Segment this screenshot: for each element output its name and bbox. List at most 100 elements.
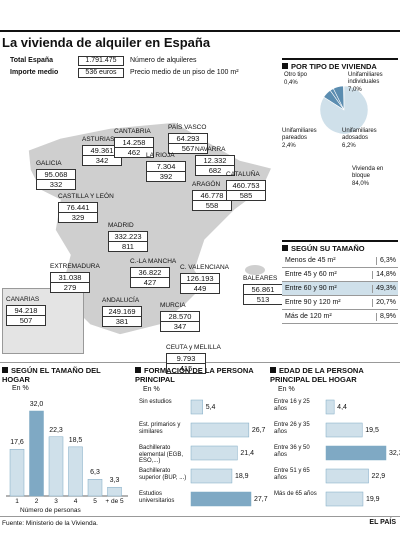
category-label: Estudios universitarios: [139, 491, 175, 504]
x-tick-label: 3: [54, 498, 58, 505]
category-label: Est. primarios y similares: [139, 422, 181, 435]
region-name: BALEARES: [243, 275, 278, 282]
region-name: CATALUÑA: [226, 171, 260, 178]
x-axis-label: Número de personas: [20, 507, 81, 514]
row-value: 20,7%: [372, 299, 396, 307]
region-name: PAÍS VASCO: [168, 124, 207, 131]
region-price: 279: [50, 282, 90, 293]
region-price: 507: [6, 315, 46, 326]
value-label: 18,5: [68, 436, 83, 444]
region-price: 329: [58, 212, 98, 223]
region-name: MADRID: [108, 222, 134, 229]
summary-note: Número de alquileres: [130, 57, 197, 64]
region-price: 585: [226, 190, 266, 201]
region-price: 567: [168, 143, 208, 154]
value-label: 17,6: [10, 439, 24, 447]
table-row: Entre 90 y 120 m² 20,7%: [282, 296, 398, 310]
region-name: EXTREMADURA: [50, 263, 100, 270]
bar: [325, 445, 387, 461]
value-label: 19,9: [365, 496, 380, 503]
section-header: EDAD DE LA PERSONA PRINCIPAL DEL HOGAR: [270, 366, 398, 384]
region-name: CANTABRIA: [114, 128, 151, 135]
region-name: ANDALUCÍA: [102, 297, 140, 304]
value-label: 22,3: [49, 426, 63, 434]
table-row: Entre 60 y 90 m² 49,3%: [282, 282, 398, 296]
row-value: 14,8%: [372, 271, 396, 279]
region-name: NAVARRA: [195, 146, 226, 153]
source: Fuente: Ministerio de la Vivienda.: [2, 520, 98, 527]
row-value: 49,3%: [372, 285, 396, 293]
row-label: Entre 90 y 120 m²: [285, 299, 341, 306]
summary-note: Precio medio de un piso de 100 m²: [130, 69, 239, 76]
footer-rule: [0, 516, 400, 517]
category-label: Entre 16 y 25 años: [274, 399, 310, 412]
value-label: 32,0: [29, 401, 44, 408]
bar: [29, 410, 44, 497]
row-value: 8,9%: [376, 313, 396, 321]
bar: [190, 491, 252, 507]
summary-value: 536 euros: [78, 68, 124, 78]
hbar-chart: [190, 399, 252, 507]
bar: [325, 399, 335, 415]
value-label: 4,4: [337, 404, 347, 411]
row-value: 6,3%: [376, 257, 396, 265]
region-price: 462: [114, 147, 154, 158]
bar: [325, 422, 363, 438]
bar: [190, 468, 233, 484]
table-row: Entre 45 y 60 m² 14,8%: [282, 268, 398, 282]
value-label: 3,3: [109, 477, 120, 485]
category-label: Más de 65 años: [274, 491, 317, 497]
summary-label: Importe medio: [10, 69, 59, 76]
pie-value: 6,2%: [342, 143, 356, 149]
row-label: Entre 60 y 90 m²: [285, 285, 337, 292]
value-label: 6,3: [90, 469, 100, 477]
brand: EL PAÍS: [369, 519, 396, 526]
section-header: SEGÚN EL TAMAÑO DEL HOGAR: [2, 366, 127, 384]
region-price: 449: [180, 283, 220, 294]
pie-slice: [319, 85, 369, 135]
pie-chart: [319, 85, 369, 135]
category-label: Entre 51 y 65 años: [274, 468, 310, 481]
region-price: 392: [146, 171, 186, 182]
region-name: CEUTA y MELILLA: [166, 344, 221, 351]
category-label: Entre 36 y 50 años: [274, 445, 310, 458]
region-price: 381: [102, 316, 142, 327]
value-label: 19,5: [365, 427, 379, 434]
region-name: C.-LA MANCHA: [130, 258, 177, 265]
x-tick-label: 4: [73, 498, 78, 505]
bar: [190, 422, 250, 438]
title: La vivienda de alquiler en España: [2, 35, 211, 50]
bar: [190, 445, 238, 461]
region-price: 811: [108, 241, 148, 252]
subtitle: En %: [12, 385, 29, 392]
bar: [325, 491, 364, 507]
region-price: 332: [36, 179, 76, 190]
region-price: 342: [82, 155, 122, 166]
value-label: 32,3: [389, 450, 400, 457]
region-name: MURCIA: [160, 302, 186, 309]
region-name: CANARIAS: [6, 296, 40, 303]
category-label: Sin estudios: [139, 399, 172, 405]
pie-label: Unifamiliares individuales: [348, 72, 383, 85]
region-price: 513: [243, 294, 283, 305]
row-label: Entre 45 y 60 m²: [285, 271, 337, 278]
bar: [190, 399, 203, 415]
x-tick-label: + de 5: [105, 498, 124, 505]
pie-label: Otro tipo: [284, 72, 308, 78]
summary-label: Total España: [10, 57, 54, 64]
category-label: Entre 26 y 35 años: [274, 422, 310, 435]
top-rule: [0, 30, 400, 32]
region-name: ARAGÓN: [192, 181, 221, 188]
region-name: LA RIOJA: [146, 152, 175, 159]
subtitle: En %: [143, 386, 160, 393]
pie-value: 2,4%: [282, 143, 296, 149]
section-header: SEGÚN SU TAMAÑO: [282, 240, 398, 253]
region-name: GALICIA: [36, 160, 62, 167]
row-label: Más de 120 m²: [285, 313, 332, 320]
bar: [87, 479, 103, 497]
value-label: 22,9: [371, 473, 386, 480]
value-label: 27,7: [254, 496, 268, 503]
region-price: 347: [160, 321, 200, 332]
bar: [9, 449, 25, 497]
